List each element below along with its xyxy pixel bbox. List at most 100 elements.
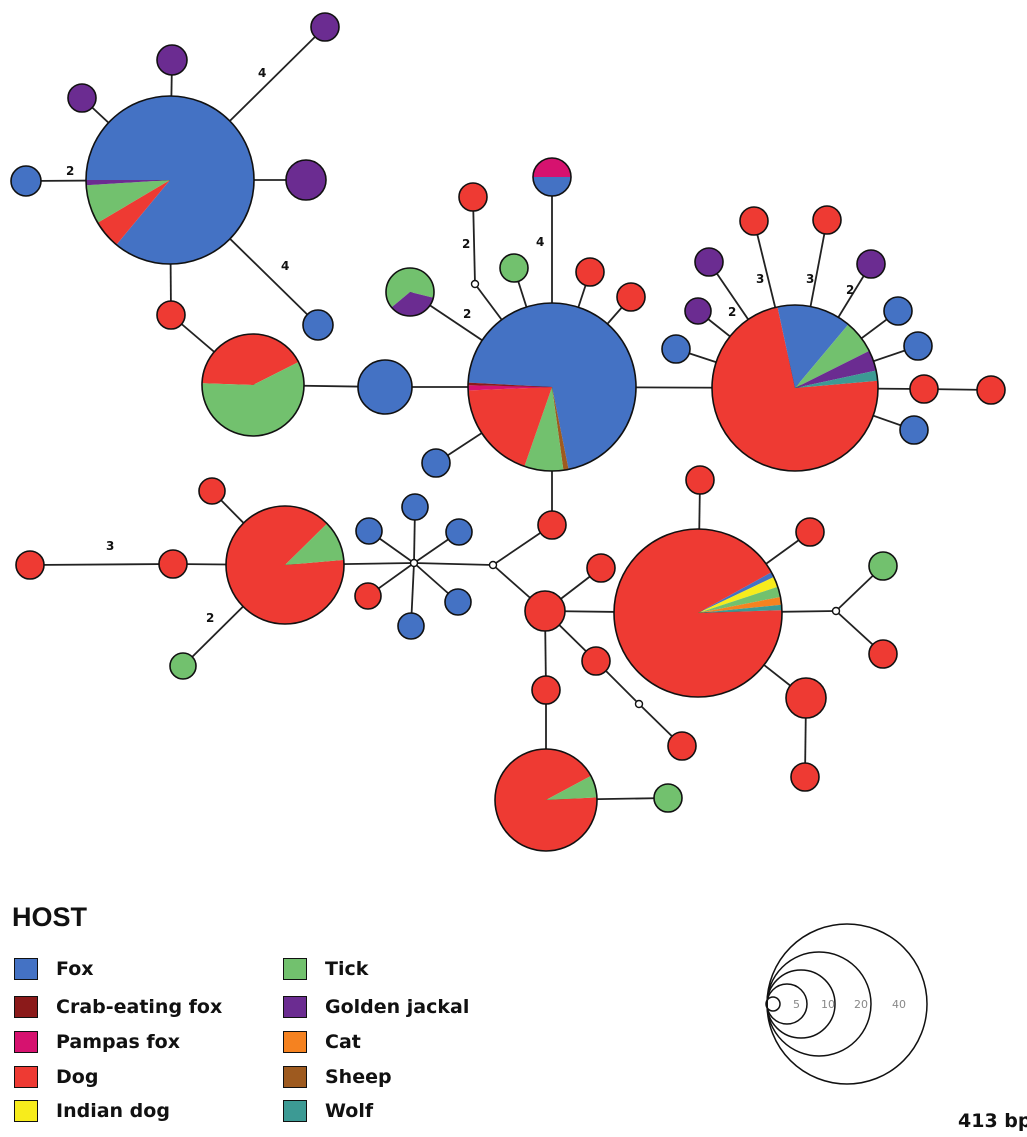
haplotype-node-dog (586, 553, 616, 583)
haplotype-node-jackal (285, 159, 327, 201)
node-outline (532, 157, 572, 197)
node-outline (467, 302, 637, 472)
haplotype-node-fox (445, 518, 473, 546)
mutation-step-label: 2 (846, 283, 854, 297)
haplotype-node-dog (15, 550, 45, 580)
mutation-step-label: 4 (281, 259, 289, 273)
haplotype-node-dog (198, 477, 226, 505)
median-vector (831, 606, 841, 616)
mutation-step-label: 3 (106, 539, 114, 553)
haplotype-node-tick (169, 652, 197, 680)
haplotype-node-fox (883, 296, 913, 326)
legend-item-sheep: Sheep (283, 1062, 392, 1092)
scale-circle-5 (766, 983, 808, 1025)
haplotype-node-jackal (310, 12, 340, 42)
haplotype-node-fox (357, 359, 413, 415)
legend-label-dog: Dog (56, 1066, 99, 1088)
pie-slice-tick (698, 586, 781, 613)
legend-swatch-sheep (283, 1066, 307, 1088)
mutation-step-label: 3 (756, 272, 764, 286)
legend-item-wolf: Wolf (283, 1096, 373, 1126)
haplotype-node-fox (903, 331, 933, 361)
legend-swatch-dog (14, 1066, 38, 1088)
haplotype-node (85, 95, 255, 265)
pie-slice-fox (533, 177, 571, 196)
median-vector (634, 699, 644, 709)
node-outline (225, 505, 345, 625)
haplotype-node-jackal (67, 83, 97, 113)
haplotype-node-dog (531, 675, 561, 705)
haplotype-node (225, 505, 345, 625)
scale-label-40: 40 (892, 998, 906, 1011)
legend-label-crab-eating-fox: Crab-eating fox (56, 996, 223, 1018)
haplotype-node-dog (909, 374, 939, 404)
legend-swatch-crab-eating-fox (14, 996, 38, 1018)
haplotype-node-dog (868, 639, 898, 669)
pie-slice-pampas (533, 158, 571, 177)
legend-item-cat: Cat (283, 1027, 361, 1057)
haplotype-node-tick (499, 253, 529, 283)
haplotype-node-fox (397, 612, 425, 640)
pie-slice-tick (201, 362, 304, 436)
legend-label-fox: Fox (56, 958, 94, 980)
legend-item-crab-eating-fox: Crab-eating fox (14, 992, 222, 1022)
haplotype-node-dog (976, 375, 1006, 405)
haplotype-node-fox (421, 448, 451, 478)
haplotype-node-dog (790, 762, 820, 792)
haplotype-node-dog (785, 677, 827, 719)
node-outline (385, 267, 435, 317)
legend-label-wolf: Wolf (325, 1100, 374, 1122)
haplotype-node-dog (667, 731, 697, 761)
haplotype-node-dog (685, 465, 715, 495)
haplotype-node-tick (868, 551, 898, 581)
haplotype-node-fox (355, 517, 383, 545)
haplotype-node-dog (458, 182, 488, 212)
legend-item-fox: Fox (14, 954, 94, 984)
scale-label-5: 5 (793, 998, 800, 1011)
legend-swatch-pampas-fox (14, 1031, 38, 1053)
legend-item-golden-jackal: Golden jackal (283, 992, 469, 1022)
pie-slice-dog (711, 306, 878, 472)
mutation-step-label: 2 (206, 611, 214, 625)
pie-slice-fox (777, 304, 849, 388)
median-vector (488, 560, 498, 570)
haplotype-node-dog (354, 582, 382, 610)
node-outline (494, 748, 598, 852)
pie-slice-sheep (552, 387, 569, 471)
legend-swatch-cat (283, 1031, 307, 1053)
haplotype-node-fox (401, 493, 429, 521)
haplotype-node-dog (581, 646, 611, 676)
legend-swatch-indian-dog (14, 1100, 38, 1122)
haplotype-node-dog (616, 282, 646, 312)
pie-slice-tick (795, 324, 870, 388)
pie-slice-dog (97, 180, 170, 245)
legend-label-cat: Cat (325, 1031, 361, 1053)
pie-slice-jackal (391, 292, 434, 317)
haplotype-node (494, 748, 598, 852)
haplotype-node (201, 333, 305, 437)
mutation-step-label: 4 (536, 235, 544, 249)
haplotype-node-dog (537, 510, 567, 540)
mutation-step-label: 3 (806, 272, 814, 286)
haplotype-node-dog (158, 549, 188, 579)
pie-slice-dog (226, 506, 344, 625)
pie-slice-dog (202, 334, 299, 385)
pie-slice-wolf (698, 604, 782, 613)
haplotype-node-fox (661, 334, 691, 364)
haplotype-node-fox (10, 165, 42, 197)
node-outline (711, 304, 879, 472)
legend-label-pampas-fox: Pampas fox (56, 1031, 180, 1053)
pie-slice-crab (468, 382, 552, 387)
haplotype-node-dog (156, 300, 186, 330)
pie-slice-tick (386, 268, 434, 308)
legend-item-pampas-fox: Pampas fox (14, 1027, 180, 1057)
legend-item-indian-dog: Indian dog (14, 1096, 170, 1126)
legend-title: HOST (12, 902, 88, 932)
haplotype-node-fox (899, 415, 929, 445)
median-vector (470, 279, 480, 289)
haplotype-node (532, 157, 572, 197)
haplotype-node (385, 267, 435, 317)
mutation-step-label: 2 (728, 305, 736, 319)
haplotype-node-dog (575, 257, 605, 287)
legend-label-tick: Tick (325, 958, 369, 980)
